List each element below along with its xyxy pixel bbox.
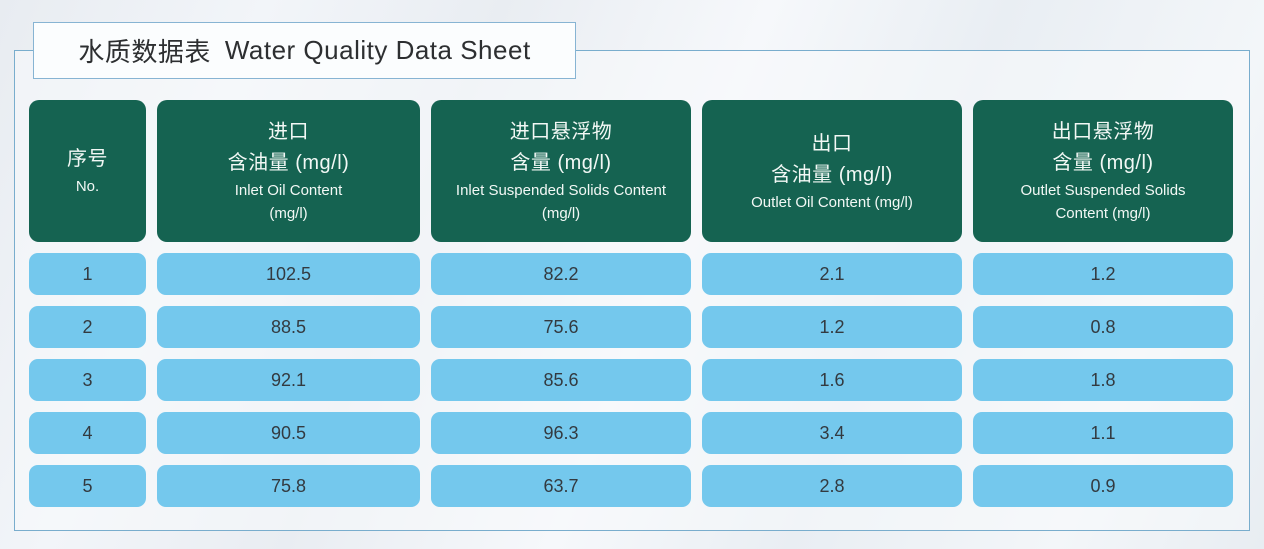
data-cell: 1.8 xyxy=(973,359,1233,401)
column-header-en-line: No. xyxy=(75,178,100,195)
column-header-zh-line: 出口 xyxy=(811,132,853,155)
data-cell: 1.6 xyxy=(702,359,962,401)
water-quality-table: 序号 No. 进口含油量 (mg/l) Inlet Oil Content (mg/l… xyxy=(29,100,1233,507)
column-header-zh-line: 进口悬浮物 xyxy=(509,121,613,143)
page-title-zh: 水质数据表 xyxy=(78,37,211,67)
data-cell: 75.6 xyxy=(431,306,691,348)
data-cell: 1.1 xyxy=(973,412,1233,454)
data-cell: 75.8 xyxy=(157,465,420,507)
column-header-en-line: Inlet Oil Content xyxy=(234,182,343,199)
column-header-zh-line: 出口悬浮物 xyxy=(1051,121,1155,143)
data-cell: 85.6 xyxy=(431,359,691,401)
data-cell: 0.9 xyxy=(973,465,1233,507)
column-header-inlet-ss: 进口悬浮物含量 (mg/l) Inlet Suspended Solids Con… xyxy=(431,100,691,242)
data-cell: 102.5 xyxy=(157,253,420,295)
column-header-zh-line: 进口 xyxy=(268,121,309,143)
data-cell: 96.3 xyxy=(431,412,691,454)
row-number-cell: 3 xyxy=(29,359,146,401)
column-header-zh-line: 含油量 (mg/l) xyxy=(227,152,350,174)
column-header-zh-line: 含量 (mg/l) xyxy=(1052,152,1154,174)
column-header-zh-line: 含油量 (mg/l) xyxy=(771,163,893,186)
data-cell: 88.5 xyxy=(157,306,420,348)
column-header-en-line: (mg/l) xyxy=(541,205,581,222)
column-header-inlet-oil: 进口含油量 (mg/l) Inlet Oil Content (mg/l) xyxy=(157,100,420,242)
data-cell: 1.2 xyxy=(973,253,1233,295)
data-cell: 3.4 xyxy=(702,412,962,454)
data-cell: 63.7 xyxy=(431,465,691,507)
row-number-cell: 1 xyxy=(29,253,146,295)
data-cell: 0.8 xyxy=(973,306,1233,348)
column-header-no: 序号 No. xyxy=(29,100,146,242)
column-header-zh-line: 含量 (mg/l) xyxy=(510,152,612,174)
row-number-cell: 5 xyxy=(29,465,146,507)
column-header-zh-line: 序号 xyxy=(67,148,108,170)
data-cell: 1.2 xyxy=(702,306,962,348)
data-cell: 82.2 xyxy=(431,253,691,295)
row-number-cell: 2 xyxy=(29,306,146,348)
column-header-en-line: Outlet Suspended Solids xyxy=(1020,182,1186,199)
page-title-en: Water Quality Data Sheet xyxy=(224,35,531,65)
column-header-en-line: Outlet Oil Content (mg/l) xyxy=(751,193,913,211)
page-title-box: 水质数据表 Water Quality Data Sheet xyxy=(33,22,576,79)
column-header-en-line: Inlet Suspended Solids Content xyxy=(455,182,667,199)
data-cell: 90.5 xyxy=(157,412,420,454)
column-header-outlet-ss: 出口悬浮物含量 (mg/l) Outlet Suspended Solids Con… xyxy=(973,100,1233,242)
data-cell: 92.1 xyxy=(157,359,420,401)
column-header-en-line: (mg/l) xyxy=(269,205,308,222)
column-header-en-line: Content (mg/l) xyxy=(1055,205,1151,222)
column-header-outlet-oil: 出口含油量 (mg/l) Outlet Oil Content (mg/l) xyxy=(702,100,962,242)
data-cell: 2.1 xyxy=(702,253,962,295)
row-number-cell: 4 xyxy=(29,412,146,454)
data-cell: 2.8 xyxy=(702,465,962,507)
